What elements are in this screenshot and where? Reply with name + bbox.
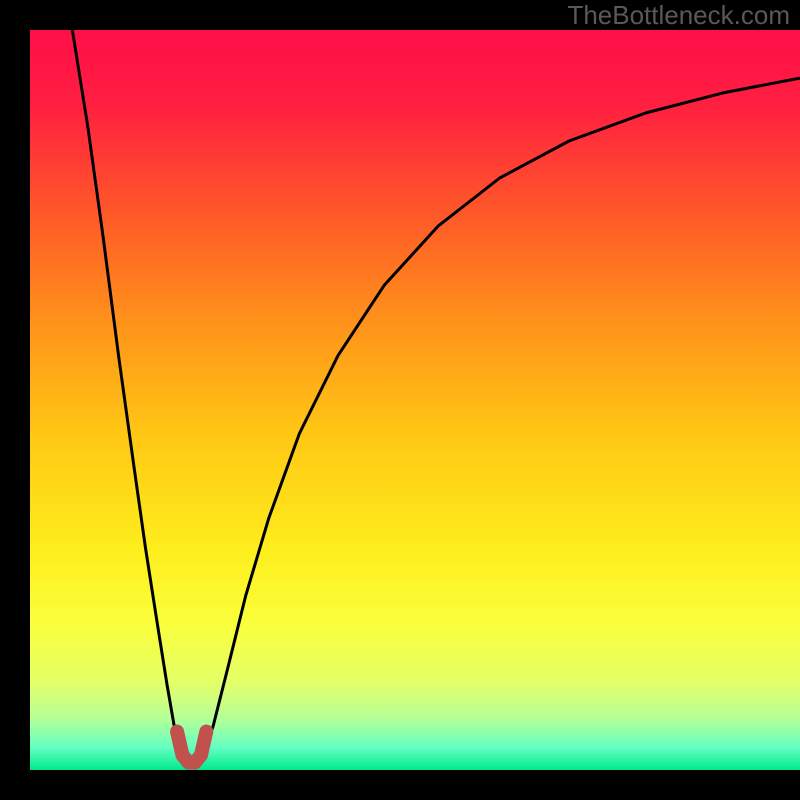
heat-gradient-background [30, 30, 800, 770]
watermark-text: TheBottleneck.com [567, 0, 790, 31]
plot-area [30, 30, 800, 770]
outer-frame [0, 0, 800, 800]
